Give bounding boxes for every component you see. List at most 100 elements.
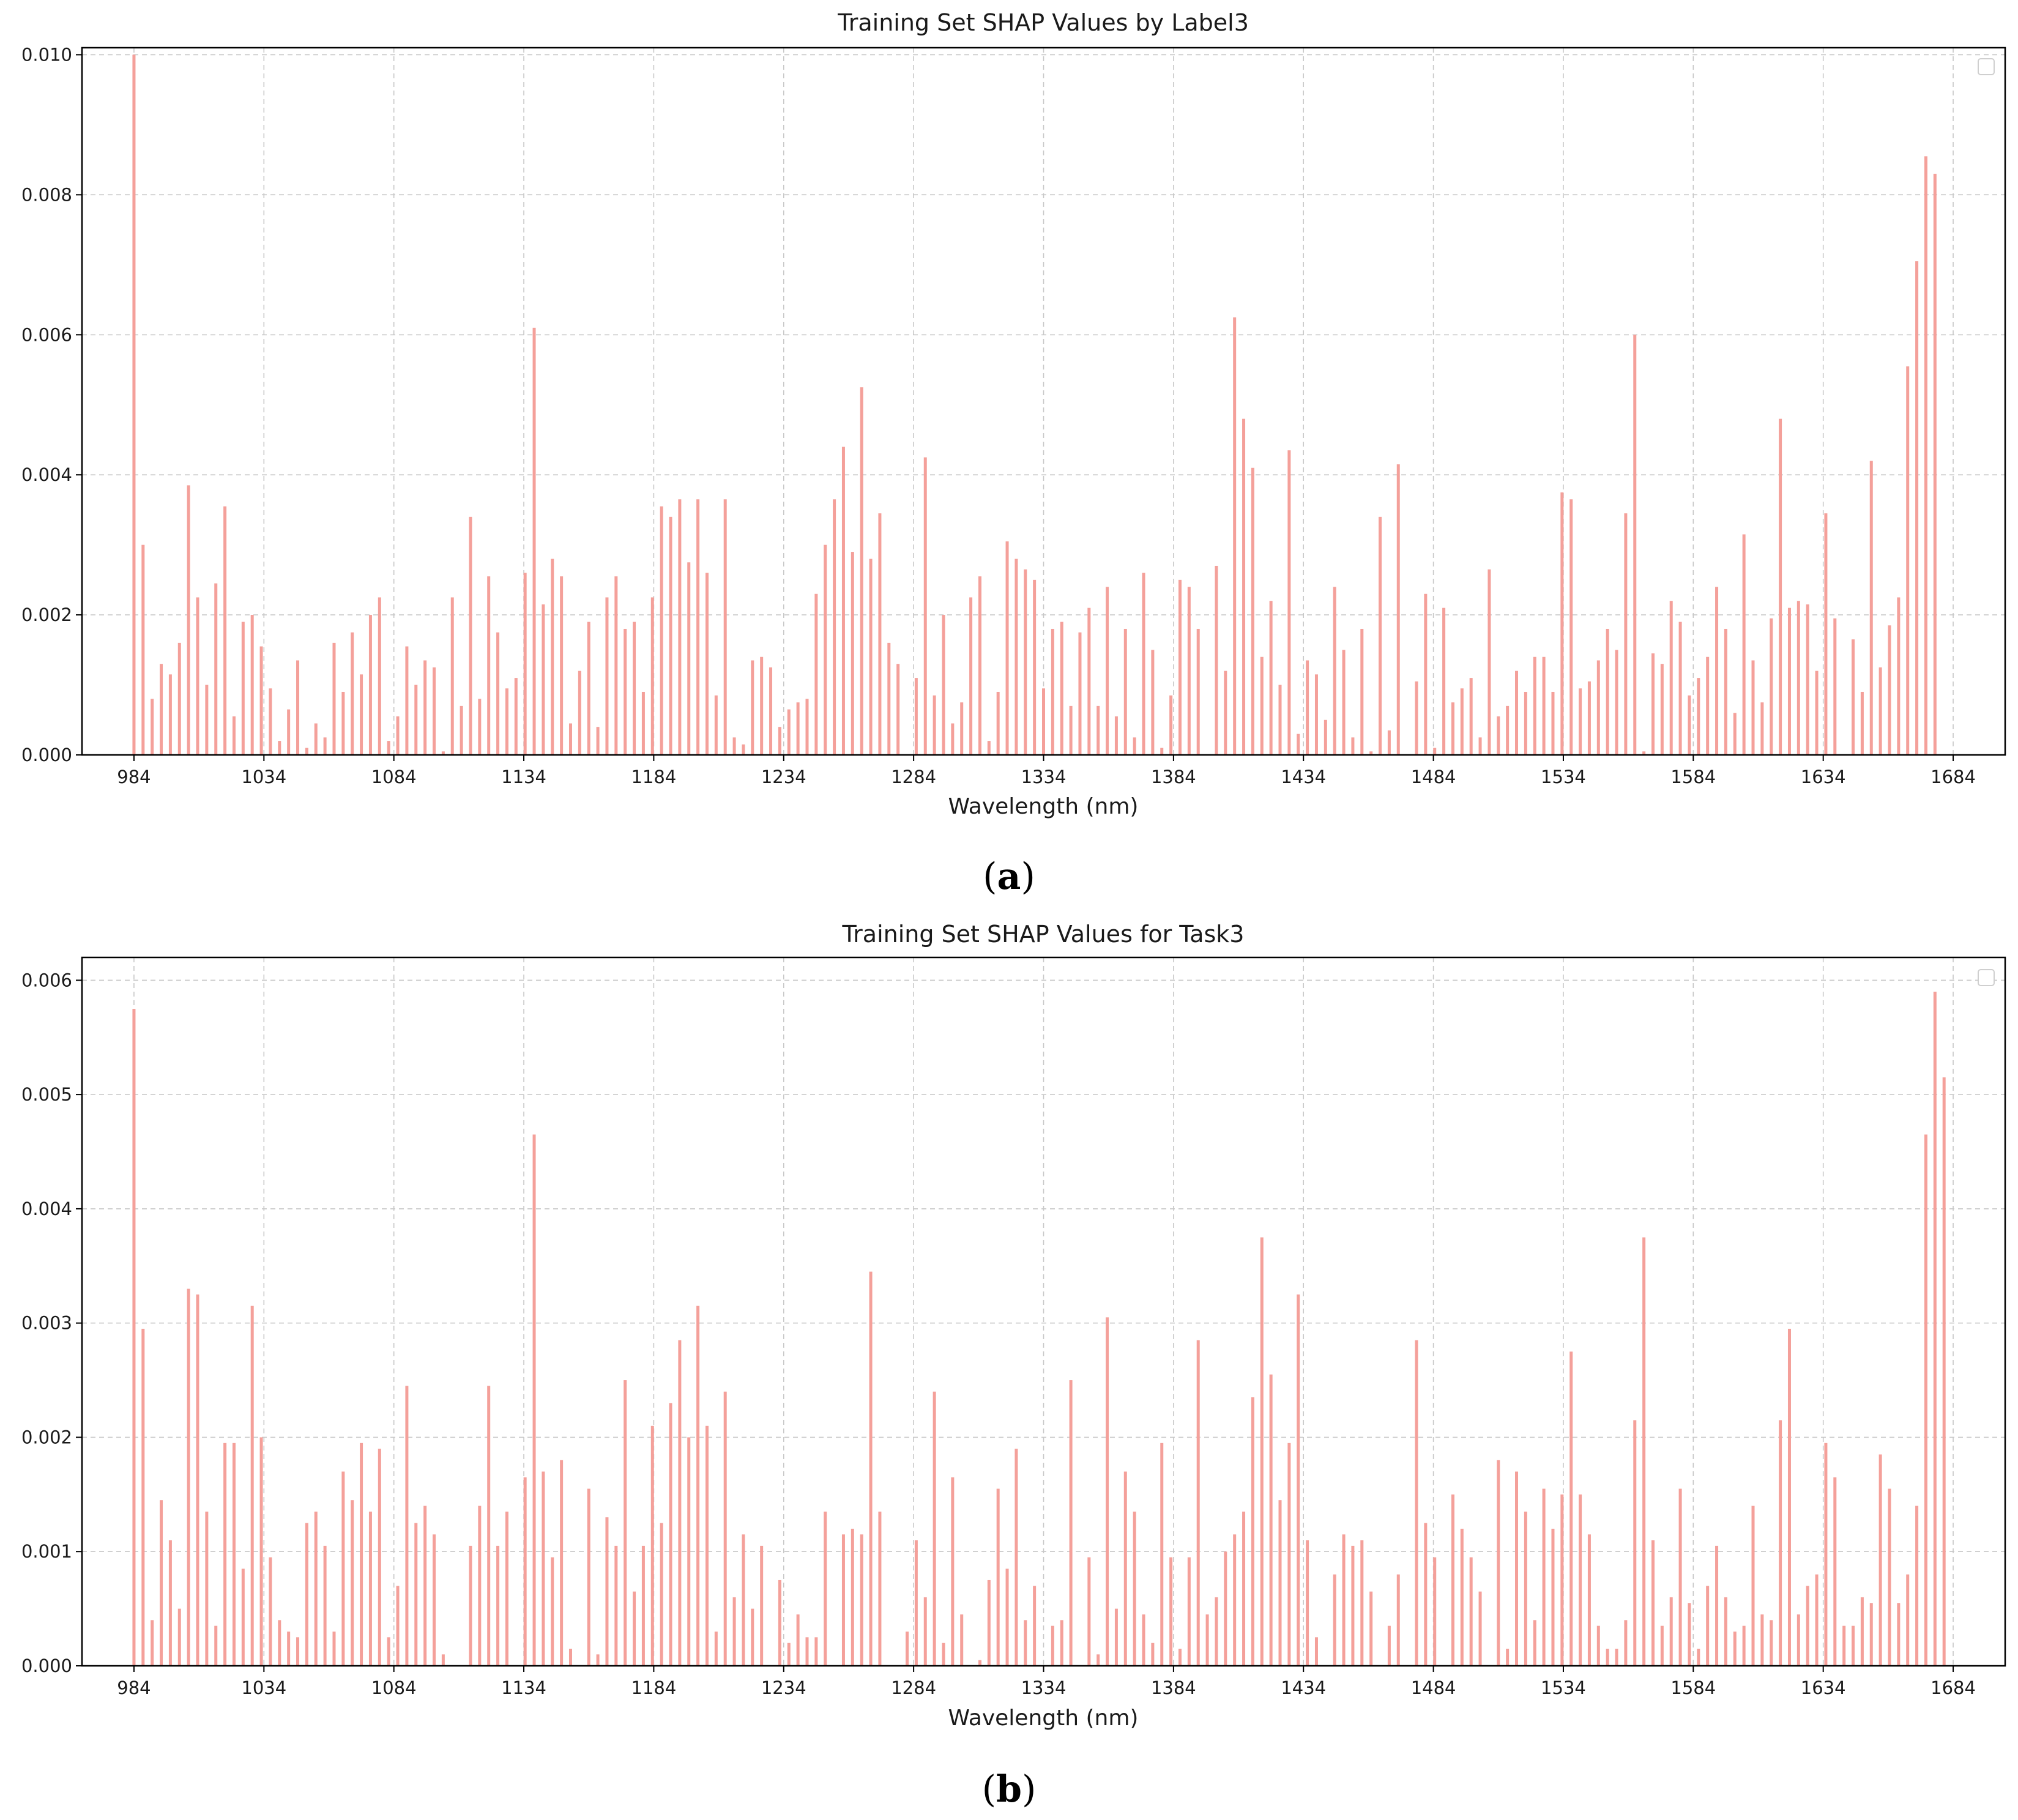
bar: [1678, 1488, 1682, 1666]
bar: [732, 1597, 736, 1666]
bar: [660, 1523, 663, 1666]
bar: [650, 1425, 654, 1666]
bar: [1560, 492, 1564, 755]
bar: [177, 1608, 181, 1666]
bar: [269, 1557, 272, 1666]
bar: [1260, 1237, 1264, 1666]
y-tick-label: 0.006: [21, 970, 72, 990]
bar: [1606, 628, 1609, 755]
bar: [1724, 1597, 1727, 1666]
bar: [1451, 702, 1454, 755]
bar: [1106, 1317, 1109, 1666]
bar: [1533, 1620, 1536, 1666]
bar: [860, 387, 863, 755]
bar: [305, 748, 308, 755]
x-tick-label: 1434: [1281, 767, 1326, 787]
bar: [1824, 1443, 1828, 1666]
bar: [1187, 1557, 1191, 1666]
bar: [460, 705, 463, 755]
bar: [1215, 1597, 1218, 1666]
panel-caption-b-letter: b: [996, 1768, 1022, 1811]
bar: [296, 660, 300, 755]
bar: [1351, 1545, 1355, 1666]
bar: [368, 615, 372, 755]
bar: [1596, 660, 1600, 755]
bar: [232, 1443, 236, 1666]
bar: [1187, 587, 1191, 755]
y-tick-label: 0.004: [21, 1198, 72, 1219]
bar: [687, 1437, 691, 1666]
bar: [378, 597, 381, 755]
bar: [1469, 1557, 1473, 1666]
bar: [1733, 713, 1737, 755]
bar: [360, 674, 363, 755]
bar: [1387, 1625, 1391, 1666]
bar: [1042, 688, 1045, 755]
bar: [624, 628, 627, 755]
bar: [1933, 174, 1937, 756]
bar: [1160, 1443, 1164, 1666]
bar: [259, 646, 263, 755]
bar: [487, 1386, 491, 1666]
bar: [1806, 1586, 1809, 1666]
bar: [387, 741, 390, 755]
x-tick-label: 1584: [1670, 767, 1716, 787]
bar: [168, 1540, 172, 1666]
bar: [478, 699, 482, 755]
legend-box: [1978, 969, 1995, 986]
bar: [523, 1477, 527, 1666]
bar: [578, 670, 581, 755]
bar: [742, 1534, 745, 1666]
bar: [1897, 597, 1901, 755]
bar: [1533, 656, 1536, 755]
bar: [960, 1614, 964, 1666]
x-tick-label: 1384: [1151, 1677, 1196, 1698]
bar: [660, 506, 663, 755]
bar: [560, 1460, 564, 1666]
bar: [751, 1608, 754, 1666]
bar: [1587, 681, 1591, 755]
bar: [496, 632, 500, 755]
bar: [1824, 513, 1828, 755]
bar: [696, 499, 700, 755]
bar: [705, 573, 709, 755]
bar: [1633, 1420, 1637, 1666]
bar: [633, 1591, 636, 1666]
bar: [714, 1631, 718, 1666]
bar: [1415, 1340, 1418, 1666]
bar: [1233, 1534, 1237, 1666]
bar: [1724, 628, 1727, 755]
bar: [1878, 667, 1882, 755]
bar: [987, 1580, 991, 1666]
bar: [551, 1557, 554, 1666]
bar: [478, 1506, 482, 1666]
bar: [778, 1580, 781, 1666]
bar: [1915, 261, 1919, 755]
x-tick-label: 1284: [891, 1677, 936, 1698]
bar: [723, 1391, 727, 1666]
bar: [1424, 593, 1428, 755]
bar: [1114, 716, 1118, 755]
bar: [423, 660, 427, 755]
bar: [1324, 719, 1327, 755]
bar: [1106, 587, 1109, 755]
bar: [1215, 565, 1218, 755]
bar: [1551, 1528, 1555, 1666]
x-axis-ticks: 984 1034 1084 1134 1184 1234 1284 1334 1384 1434 1…: [117, 755, 1976, 787]
x-axis-label: Wavelength (nm): [948, 1706, 1139, 1731]
bar: [1242, 418, 1246, 755]
bar: [332, 642, 336, 755]
bar: [787, 709, 791, 755]
bar: [323, 1545, 327, 1666]
bar: [196, 597, 199, 755]
bar: [1669, 601, 1673, 755]
bar: [1542, 1488, 1546, 1666]
bar: [914, 678, 918, 755]
bar: [1387, 730, 1391, 755]
bar: [568, 1648, 572, 1666]
bar: [1524, 691, 1527, 755]
y-tick-label: 0.008: [21, 184, 72, 205]
bar: [942, 615, 945, 755]
bar: [1087, 607, 1091, 755]
